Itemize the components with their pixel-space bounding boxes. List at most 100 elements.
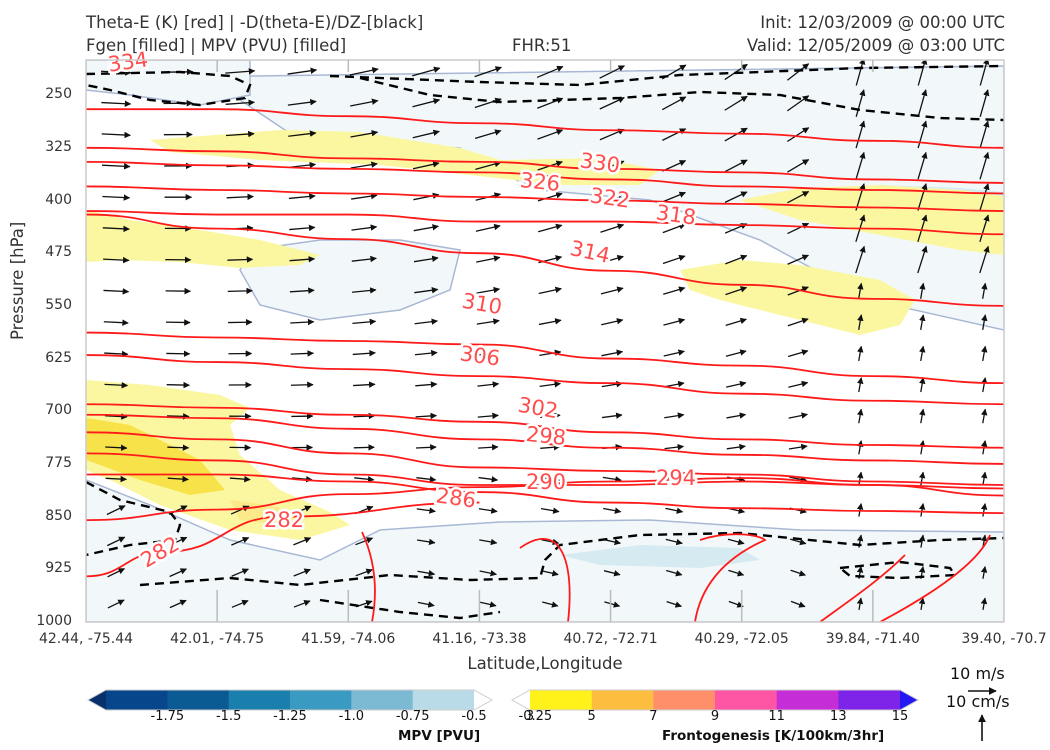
wind-vector [540, 476, 560, 483]
wind-vector [602, 476, 622, 483]
wind-vector [103, 256, 130, 264]
forecast-hour: FHR:51 [512, 36, 572, 55]
wind-vector [479, 538, 498, 546]
wind-vector [981, 408, 988, 424]
wind-vector [661, 96, 687, 111]
fgen-fill-mid-right [680, 260, 915, 335]
wind-vector [288, 193, 316, 200]
mpv-colorbar-title: MPV [PVU] [398, 728, 481, 744]
wind-vector [104, 350, 129, 358]
theta-e-label: 310 [460, 289, 504, 320]
wind-vector [353, 444, 375, 451]
wind-vector [787, 190, 810, 204]
valid-time: Valid: 12/05/2009 @ 03:00 UTC [746, 36, 1005, 55]
x-tick-label: 39.40, -70.7 [961, 631, 1047, 647]
wind-vector [227, 256, 254, 263]
theta-e-contour-290 [86, 452, 1004, 490]
wind-vector [917, 89, 928, 117]
stability-contour-upper-right [359, 76, 1004, 122]
theta-e-contour-314 [86, 213, 1004, 307]
y-tick-label: 325 [45, 138, 72, 155]
wind-vector [105, 444, 128, 452]
x-tick-label: 40.29, -72.05 [694, 631, 789, 647]
fgen-colorbar-title: Frontogenesis [K/100km/3hr] [662, 728, 885, 744]
colorbar-swatch [88, 690, 106, 710]
wind-vector [478, 476, 499, 483]
wind-vector [474, 66, 502, 78]
wind-vector [540, 443, 561, 451]
wind-vector [536, 65, 564, 79]
colorbar-swatch [591, 690, 654, 710]
wind-vector [538, 318, 562, 326]
wind-vector [917, 151, 928, 180]
wind-vector [603, 507, 622, 514]
wind-vector [857, 345, 864, 362]
wind-vector [479, 570, 497, 577]
wind-vector [350, 161, 378, 169]
colorbar-swatch [290, 690, 352, 710]
wind-vector [917, 245, 928, 274]
wind-vector [981, 345, 988, 362]
wind-vector [412, 161, 440, 170]
theta-e-contour-294 [86, 431, 1004, 486]
wind-vector [477, 349, 500, 357]
wind-vector [788, 443, 808, 451]
wind-vector [101, 131, 131, 139]
wind-vector [227, 287, 253, 295]
wind-vector [728, 569, 745, 577]
mpv-fill-low-band [560, 545, 760, 568]
wind-vector [788, 380, 809, 388]
theta-e-contour-334 [86, 108, 1004, 149]
wind-vector [289, 287, 315, 294]
wind-vector [917, 214, 928, 243]
wind-vector [415, 444, 437, 451]
wind-vector [786, 63, 810, 81]
wind-vector [855, 60, 866, 86]
wind-vector [857, 377, 864, 393]
wind-vector [416, 507, 436, 514]
wind-vector [666, 569, 683, 577]
wind-vector [603, 570, 621, 577]
mpv-fill-lower [86, 479, 1004, 622]
wind-vector [541, 570, 559, 577]
colorbar-outline [86, 689, 494, 711]
fgen-tick-label: 3 [525, 709, 535, 724]
mpv-tick-label: -0.25 [518, 709, 553, 724]
wind-vector [662, 128, 687, 141]
wind-vector [479, 601, 497, 608]
wind-vector [101, 100, 132, 107]
stability-contours [86, 64, 1004, 620]
wind-vector [725, 317, 747, 327]
wind-vector [662, 191, 686, 203]
wind-vector [980, 565, 988, 579]
wind-vector [292, 505, 312, 515]
wind-vector [107, 568, 126, 578]
theta-e-contour-surface [361, 531, 376, 622]
wind-vector [917, 183, 928, 211]
wind-vector [477, 412, 499, 420]
wind-vector [787, 222, 810, 235]
wind-vector [231, 599, 249, 608]
wind-vector [476, 286, 501, 294]
wind-vector [351, 224, 378, 231]
y-tick-label: 250 [45, 86, 72, 103]
colorbar-swatch [106, 690, 168, 710]
wind-vector [917, 60, 928, 86]
theta-e-contour-surface [694, 533, 767, 622]
y-axis-label: Pressure [hPa] [8, 221, 27, 340]
wind-vector [540, 507, 560, 514]
stability-contour-lower [139, 531, 1004, 587]
colorbar-swatch [228, 690, 291, 710]
wind-vector [601, 318, 624, 326]
wind-vector [106, 505, 126, 516]
mpv-colorbar [86, 689, 494, 711]
wind-vector [476, 255, 501, 263]
wind-vector [665, 507, 684, 514]
mpv-tick-label: -1.5 [215, 709, 242, 724]
wind-vectors [100, 60, 990, 611]
wind-vector [663, 317, 686, 326]
wind-vector [415, 412, 438, 420]
wind-vector [787, 317, 809, 327]
wind-vector [166, 381, 190, 389]
